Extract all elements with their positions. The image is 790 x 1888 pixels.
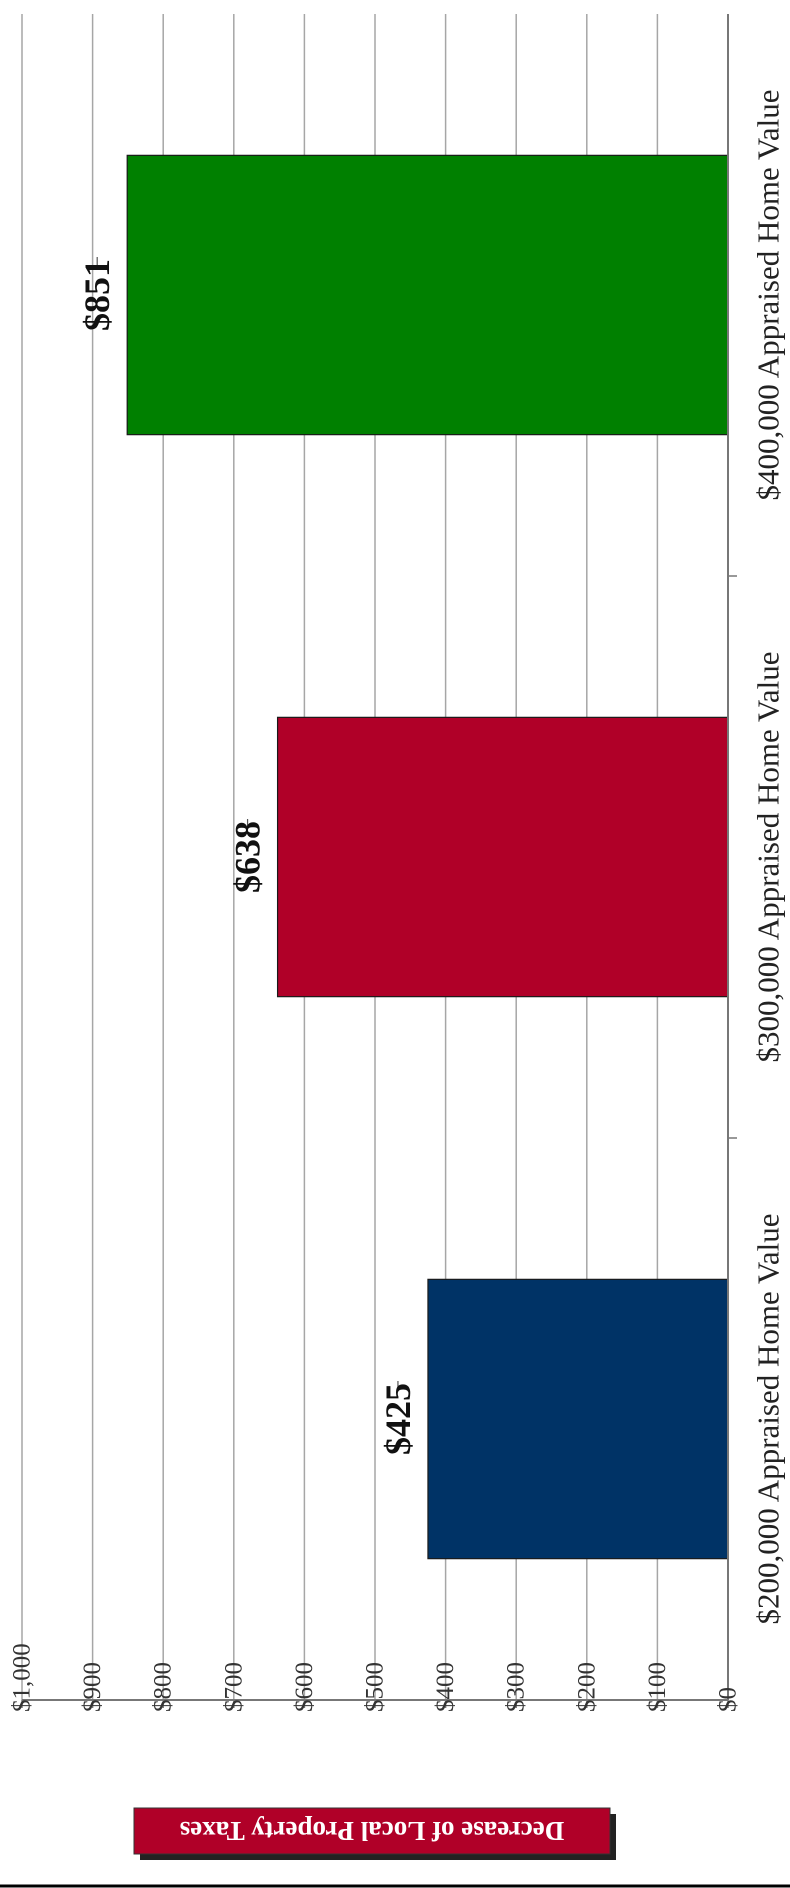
tick-label: $800 [150,1662,177,1712]
category-label: $400,000 Appraised Home Value [751,90,786,501]
bar [126,154,729,436]
value-labels: $425 $638 $851 [77,257,418,1455]
tick-label: $700 [220,1662,247,1712]
axis-title-background [133,1807,611,1855]
y-axis-title: Decrease of Local Property Taxes [180,1816,564,1846]
category-label: $300,000 Appraised Home Value [751,652,786,1063]
tick-label: $500 [362,1662,389,1712]
tick-label: $600 [291,1662,318,1712]
axis-title-box: Decrease of Local Property Taxes [133,1807,616,1860]
value-label: $851 [77,259,117,331]
value-label: $638 [228,821,268,893]
bar [276,716,729,998]
tick-label: $300 [503,1662,530,1712]
axes [22,14,729,1701]
tick-label: $900 [79,1662,106,1712]
tick-label: $400 [432,1662,459,1712]
category-labels: $200,000 Appraised Home Value $300,000 Ap… [751,90,786,1625]
tick-label: $100 [644,1662,671,1712]
category-label: $200,000 Appraised Home Value [751,1214,786,1625]
bar [427,1278,729,1560]
value-tick-labels: $0 $100 $200 $300 $400 $500 $600 $700 $800 $900 $1… [9,1643,742,1712]
tick-label: $1,000 [9,1643,36,1712]
tick-label: $0 [715,1687,742,1712]
bars [126,154,729,1560]
tick-label: $200 [573,1662,600,1712]
value-label: $425 [378,1383,418,1455]
